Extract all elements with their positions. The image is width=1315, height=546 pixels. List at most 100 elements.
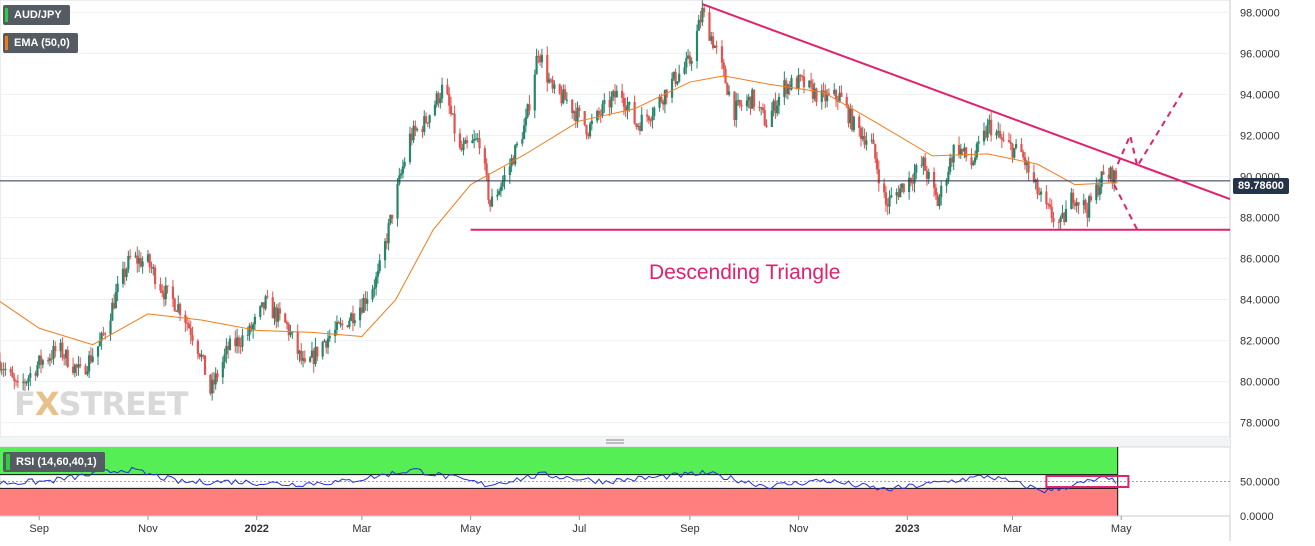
candle-body xyxy=(875,158,879,170)
candle-body xyxy=(749,96,752,109)
candle-body xyxy=(870,139,873,141)
candle-body xyxy=(1095,184,1098,201)
candle-body xyxy=(22,381,25,383)
candle-body xyxy=(524,117,527,126)
candle-body xyxy=(360,307,363,313)
candle-body xyxy=(50,358,53,360)
candle-body xyxy=(859,128,863,139)
candle-body xyxy=(838,92,841,102)
candle-body xyxy=(134,255,137,257)
candle-body xyxy=(1039,191,1043,195)
candle-body xyxy=(235,337,239,347)
candle-body xyxy=(697,19,700,31)
candle-body xyxy=(526,104,529,118)
candle-body xyxy=(925,170,929,179)
candle-body xyxy=(375,276,378,288)
candle-body xyxy=(389,214,392,224)
candle-body xyxy=(752,89,756,107)
candle-body xyxy=(496,194,499,197)
candle-body xyxy=(596,111,599,121)
candle-body xyxy=(585,125,588,135)
candle-body xyxy=(533,74,536,111)
candle-body xyxy=(426,122,429,124)
symbol-legend: AUD/JPY xyxy=(3,5,70,25)
candle-body xyxy=(1000,137,1003,140)
candle-body xyxy=(209,374,212,394)
projection-bearish-path xyxy=(1113,184,1139,231)
candle-body xyxy=(1113,170,1116,184)
candle-body xyxy=(353,320,356,324)
candle-body xyxy=(1020,143,1023,153)
candle-body xyxy=(915,165,918,173)
candle-body xyxy=(758,106,761,108)
candle-body xyxy=(711,36,715,48)
candle-body xyxy=(852,116,855,131)
candle-body xyxy=(1025,161,1028,166)
candle-body xyxy=(75,364,78,368)
candle-body xyxy=(408,133,412,162)
candle-body xyxy=(897,192,900,198)
candle-body xyxy=(1022,152,1025,158)
candle-body xyxy=(1098,186,1101,195)
candle-body xyxy=(250,325,253,331)
candle-body xyxy=(153,267,157,285)
candle-body xyxy=(52,345,55,359)
candle-body xyxy=(446,84,449,94)
candle-body xyxy=(733,91,736,120)
candle-body xyxy=(786,84,790,94)
candle-body xyxy=(772,100,775,111)
candle-body xyxy=(358,307,362,321)
candle-body xyxy=(801,75,804,77)
panel-divider xyxy=(0,437,1230,447)
candle-body xyxy=(403,161,406,167)
brand-watermark: FXSTREET xyxy=(14,385,189,423)
candle-body xyxy=(102,333,105,335)
candle-body xyxy=(38,355,41,366)
candle-body xyxy=(321,342,324,357)
candle-body xyxy=(587,134,590,137)
candle-body xyxy=(949,158,952,172)
candle-body xyxy=(820,90,823,103)
candle-body xyxy=(834,89,838,100)
candle-body xyxy=(387,223,390,244)
candle-body xyxy=(34,373,37,376)
candle-body xyxy=(1014,143,1018,149)
candle-body xyxy=(695,30,699,61)
candle-body xyxy=(485,163,488,176)
candle-body xyxy=(888,197,891,207)
candle-body xyxy=(815,88,818,103)
candle-body xyxy=(628,101,631,105)
candle-body xyxy=(1064,208,1068,223)
candle-body xyxy=(982,130,986,142)
candle-body xyxy=(1070,192,1073,209)
candle-body xyxy=(1009,141,1012,145)
candle-body xyxy=(91,356,94,362)
candle-body xyxy=(957,144,961,155)
candle-body xyxy=(96,346,100,357)
candle-body xyxy=(211,379,214,394)
candle-body xyxy=(1100,171,1103,187)
candle-body xyxy=(690,60,693,64)
candle-body xyxy=(683,67,686,74)
candle-body xyxy=(911,182,914,184)
candle-body xyxy=(574,111,577,122)
candle-body xyxy=(177,304,180,312)
candle-body xyxy=(909,177,913,183)
candle-body xyxy=(763,110,766,126)
candle-body xyxy=(121,268,125,284)
y-tick-label-5: 88.0000 xyxy=(1240,212,1280,224)
candle-body xyxy=(760,107,763,109)
candle-body xyxy=(298,350,301,354)
candle-body xyxy=(1002,139,1005,141)
candle-body xyxy=(990,119,993,136)
candle-body xyxy=(437,93,440,104)
candle-body xyxy=(727,91,731,95)
candle-body xyxy=(202,354,205,356)
candle-body xyxy=(884,192,888,205)
candle-body xyxy=(312,350,315,365)
candle-body xyxy=(1007,140,1011,142)
candle-body xyxy=(1057,221,1060,223)
ema-label: EMA (50,0) xyxy=(14,37,70,49)
candle-body xyxy=(740,104,743,107)
candle-body xyxy=(241,335,244,347)
